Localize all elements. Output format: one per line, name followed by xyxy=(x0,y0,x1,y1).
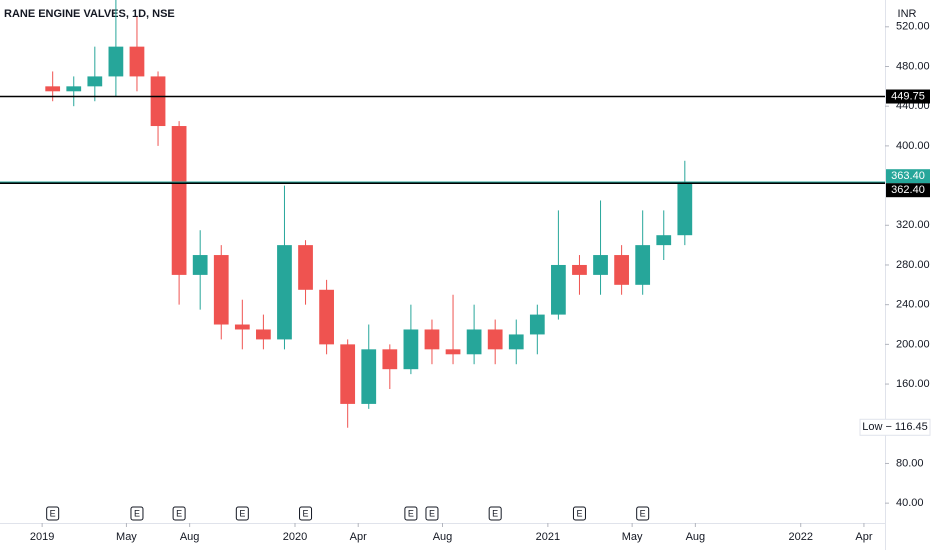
candle-body xyxy=(108,46,124,77)
price-label-box xyxy=(886,89,930,104)
x-tick-label: May xyxy=(622,531,643,543)
y-tick-label: 480.00 xyxy=(896,60,930,72)
earnings-label: E xyxy=(492,508,498,518)
candle-body xyxy=(129,46,145,77)
price-label: 363.40 xyxy=(891,170,925,182)
earnings-label: E xyxy=(134,508,140,518)
earnings-marker xyxy=(425,506,439,521)
candle-body xyxy=(45,86,61,92)
price-label: 362.40 xyxy=(891,184,925,196)
x-tick-label: 2021 xyxy=(536,531,560,543)
y-tick-label: 80.00 xyxy=(896,457,924,469)
y-tick-label: 240.00 xyxy=(896,299,930,311)
x-tick-label: Apr xyxy=(855,531,872,543)
earnings-marker xyxy=(235,506,249,521)
candle-body xyxy=(466,329,482,355)
earnings-marker xyxy=(636,506,650,521)
candle-body xyxy=(445,349,461,355)
earnings-label: E xyxy=(303,508,309,518)
earnings-label: E xyxy=(239,508,245,518)
x-tick-label: 2020 xyxy=(283,531,307,543)
chart-title: RANE ENGINE VALVES, 1D, NSE xyxy=(4,8,175,20)
earnings-label: E xyxy=(176,508,182,518)
candle-body xyxy=(614,255,629,285)
candle-body xyxy=(192,255,208,275)
candle-body xyxy=(382,349,398,370)
candle-body xyxy=(277,245,292,340)
earnings-marker xyxy=(130,506,144,521)
y-tick-label: 400.00 xyxy=(896,140,930,152)
earnings-label: E xyxy=(640,508,646,518)
candle-body xyxy=(150,76,166,127)
candle-body xyxy=(403,329,419,370)
x-tick-label: Aug xyxy=(180,531,200,543)
y-tick-label: 320.00 xyxy=(896,219,930,231)
x-tick-label: 2022 xyxy=(788,531,812,543)
x-tick-label: 2019 xyxy=(30,531,54,543)
candle-body xyxy=(361,349,377,404)
earnings-label: E xyxy=(576,508,582,518)
candle-body xyxy=(508,334,524,350)
candle-body xyxy=(213,255,229,325)
earnings-marker xyxy=(488,506,502,521)
candle-body xyxy=(656,235,672,246)
candle-body xyxy=(551,264,566,315)
candle-body xyxy=(677,182,693,236)
candle-body xyxy=(171,126,187,275)
earnings-marker xyxy=(299,506,313,521)
candle-body xyxy=(87,76,103,87)
candle-body xyxy=(593,255,608,275)
candle-body xyxy=(572,264,587,275)
candle-body xyxy=(424,329,440,350)
low-label: Low − 116.45 xyxy=(862,421,928,433)
y-tick-label: 280.00 xyxy=(896,259,930,271)
currency-label: INR xyxy=(898,8,917,20)
earnings-marker xyxy=(46,506,60,521)
earnings-marker xyxy=(404,506,418,521)
x-tick-label: Aug xyxy=(686,531,706,543)
candle-body xyxy=(256,329,271,340)
price-label-box xyxy=(886,169,930,184)
earnings-label: E xyxy=(429,508,435,518)
x-tick-label: Apr xyxy=(350,531,367,543)
y-tick-label: 520.00 xyxy=(896,21,930,33)
earnings-label: E xyxy=(50,508,56,518)
candle-body xyxy=(66,86,82,92)
x-tick-label: Aug xyxy=(433,531,453,543)
candle-body xyxy=(234,324,250,330)
candle-body xyxy=(529,314,545,335)
low-label-box xyxy=(859,418,931,436)
candle-body xyxy=(487,329,503,350)
earnings-label: E xyxy=(408,508,414,518)
candle-body xyxy=(635,245,651,285)
price-label-box xyxy=(886,183,930,198)
y-tick-label: 200.00 xyxy=(896,338,930,350)
x-tick-label: May xyxy=(116,531,137,543)
earnings-marker xyxy=(572,506,586,521)
price-label: 449.75 xyxy=(891,90,925,102)
candle-body xyxy=(340,344,356,404)
y-tick-label: 160.00 xyxy=(896,378,930,390)
y-tick-label: 40.00 xyxy=(896,497,924,509)
candle-body xyxy=(298,245,313,290)
earnings-marker xyxy=(172,506,186,521)
candle-body xyxy=(319,289,334,345)
